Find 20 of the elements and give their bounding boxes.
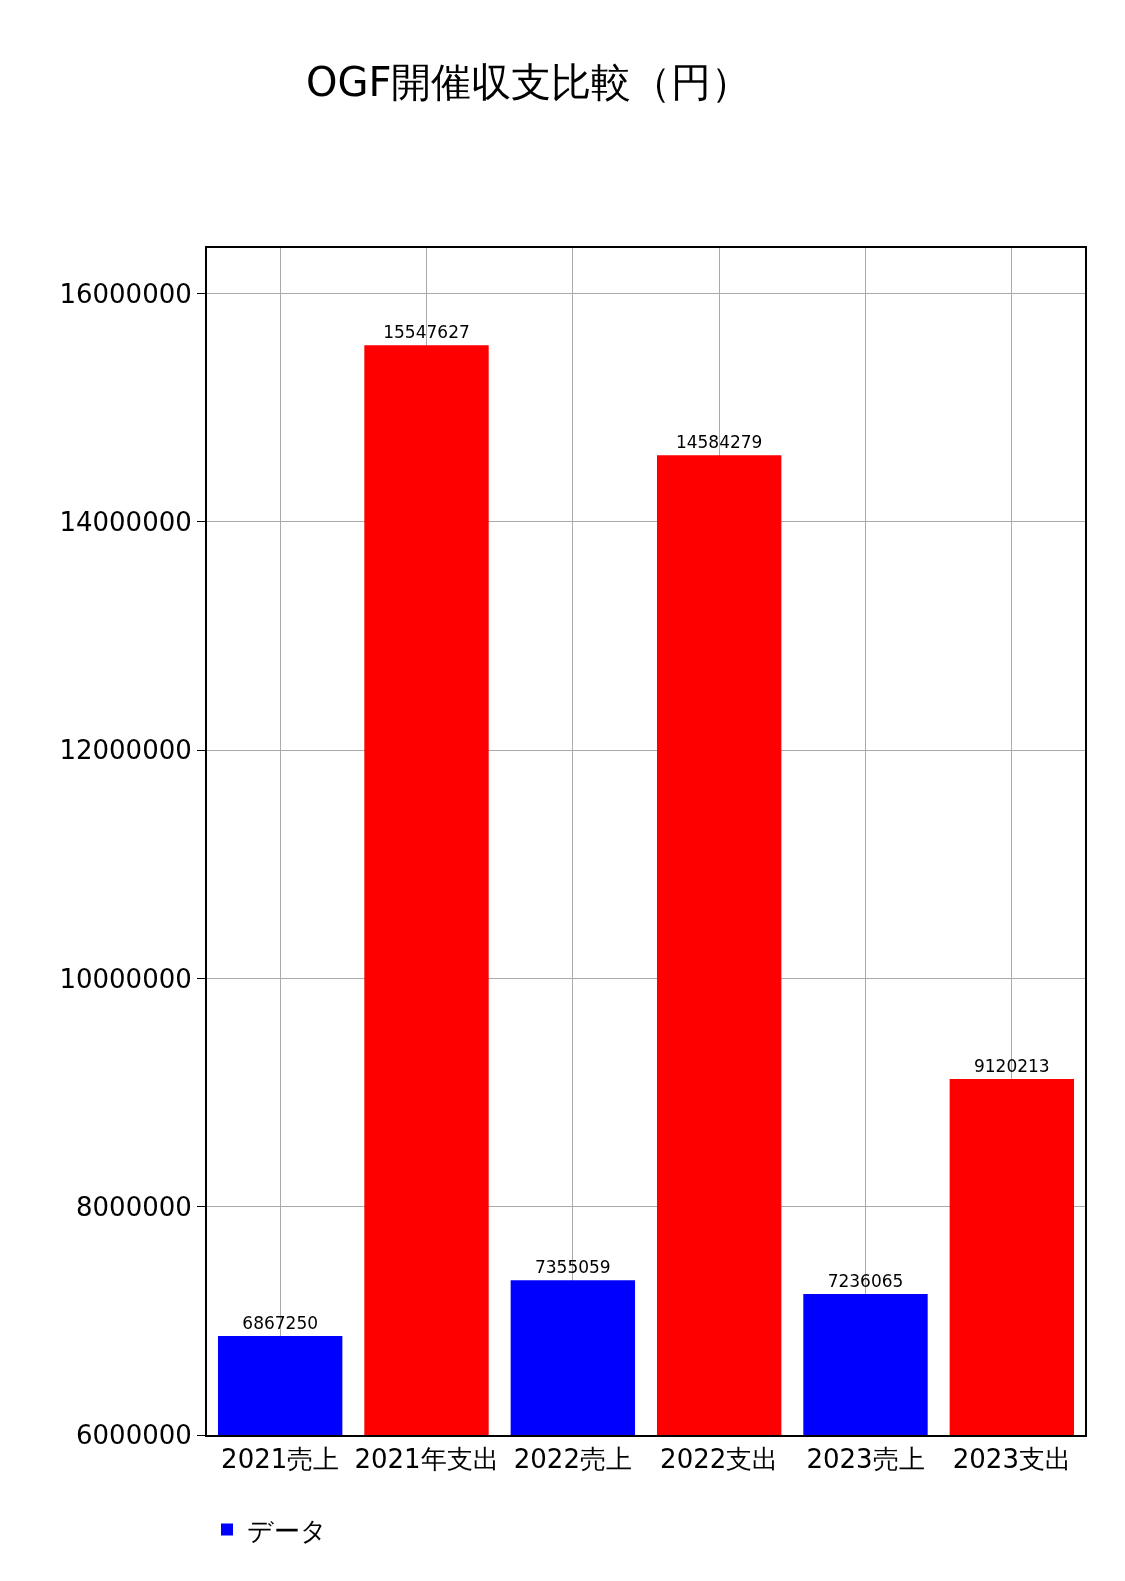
data-label: 7236065 [827, 1270, 904, 1291]
data-label: 9120213 [973, 1055, 1050, 1076]
data-label: 6867250 [242, 1313, 319, 1334]
chart-title: OGF開催収支比較（円） [306, 59, 752, 106]
x-tick-label: 2021年支出 [354, 1444, 499, 1475]
data-label: 15547627 [383, 322, 470, 343]
y-tick-label: 6000000 [76, 1420, 192, 1451]
data-label: 7355059 [534, 1257, 611, 1278]
y-tick-label: 10000000 [59, 963, 192, 994]
x-tick-label: 2021売上 [221, 1444, 340, 1475]
y-tick-label: 16000000 [59, 278, 192, 309]
y-tick-label: 14000000 [59, 507, 192, 538]
x-tick-label: 2022売上 [513, 1444, 632, 1475]
y-tick-label: 8000000 [76, 1191, 192, 1222]
legend-label: データ [247, 1515, 327, 1546]
y-tick-label: 12000000 [59, 735, 192, 766]
data-label: 14584279 [675, 432, 763, 453]
x-tick-label: 2023支出 [952, 1444, 1071, 1475]
x-tick-label: 2023売上 [806, 1444, 925, 1475]
x-tick-label: 2022支出 [660, 1444, 779, 1475]
